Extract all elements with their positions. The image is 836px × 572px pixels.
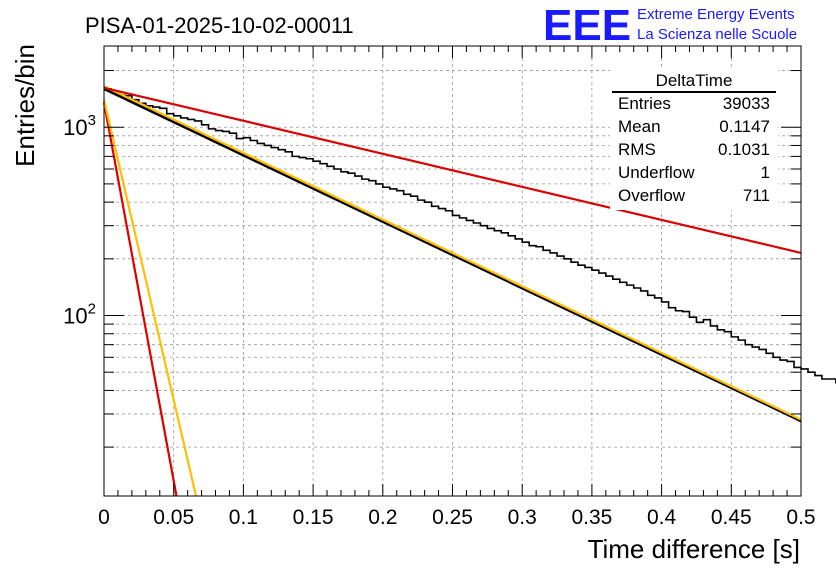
histogram bbox=[104, 87, 836, 384]
stats-value: 1 bbox=[761, 163, 770, 182]
stats-value: 0.1147 bbox=[719, 117, 770, 136]
x-axis: 0 0.05 0.1 0.15 0.2 0.25 0.3 0.35 0.4 0.45 0.5 bbox=[98, 46, 816, 529]
stats-label: Mean bbox=[618, 117, 661, 136]
y-axis-label: Entries/bin bbox=[10, 44, 40, 167]
stats-label: Overflow bbox=[618, 186, 686, 205]
stats-label: Underflow bbox=[618, 163, 695, 182]
stats-value: 711 bbox=[743, 186, 770, 205]
x-tick-label: 0.05 bbox=[153, 506, 194, 529]
logo-line2: La Scienza nelle Scuole bbox=[637, 26, 797, 43]
y-tick-label: 103 bbox=[63, 112, 96, 140]
y-axis: 102 103 bbox=[63, 70, 801, 448]
chart-title: PISA-01-2025-10-02-00011 bbox=[85, 13, 354, 38]
stats-title: DeltaTime bbox=[656, 71, 733, 90]
x-axis-label: Time difference [s] bbox=[588, 534, 800, 564]
x-tick-label: 0.5 bbox=[786, 506, 815, 529]
fit-orange-fast bbox=[102, 99, 198, 497]
stats-label: Entries bbox=[618, 94, 671, 113]
fit-red-fast bbox=[102, 102, 178, 497]
fit-orange-slow bbox=[103, 85, 802, 421]
stats-label: RMS bbox=[618, 140, 656, 159]
x-tick-label: 0.4 bbox=[647, 506, 677, 529]
histogram-steps bbox=[104, 87, 836, 384]
x-tick-label: 0.15 bbox=[293, 506, 334, 529]
x-tick-label: 0.1 bbox=[229, 506, 258, 529]
x-tick-label: 0.35 bbox=[571, 506, 612, 529]
x-tick-label: 0.3 bbox=[508, 506, 537, 529]
eee-logo: EEE Extreme Energy Events La Scienza nel… bbox=[543, 1, 797, 50]
y-tick-label: 102 bbox=[63, 301, 96, 329]
x-tick-label: 0.2 bbox=[368, 506, 397, 529]
logo-mark: EEE bbox=[543, 1, 631, 50]
stats-value: 0.1031 bbox=[718, 140, 770, 159]
fit-curves bbox=[102, 85, 802, 497]
x-tick-label: 0.25 bbox=[432, 506, 473, 529]
x-tick-label: 0.45 bbox=[711, 506, 752, 529]
grid bbox=[103, 46, 802, 496]
x-tick-label: 0 bbox=[98, 506, 110, 529]
stats-value: 39033 bbox=[723, 94, 770, 113]
stats-rows: Entries 39033 Mean 0.1147 RMS 0.1031 Underflow… bbox=[618, 94, 770, 205]
fit-black bbox=[103, 87, 802, 423]
fit-red-slow bbox=[103, 86, 802, 254]
logo-line1: Extreme Energy Events bbox=[637, 6, 795, 23]
stats-box: DeltaTime Entries 39033 Mean 0.1147 RMS 0.103… bbox=[610, 70, 778, 210]
